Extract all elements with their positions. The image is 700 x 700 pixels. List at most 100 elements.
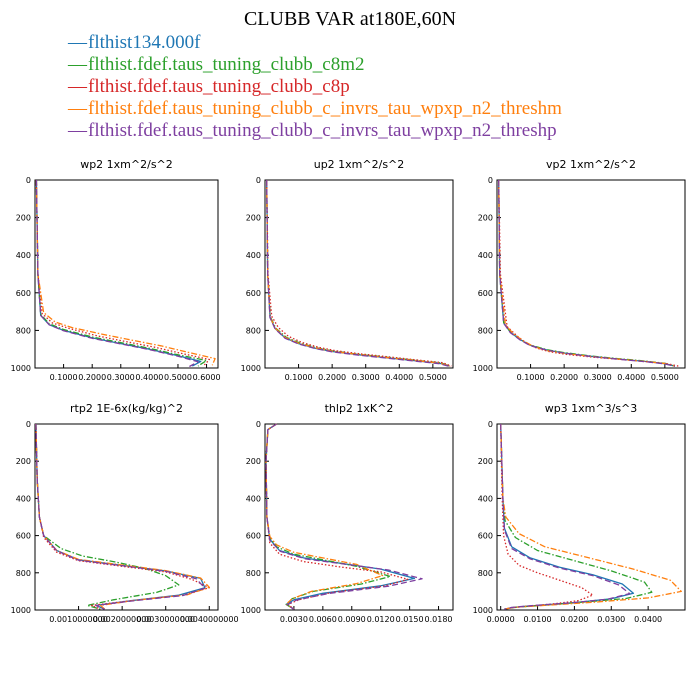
x-tick-label: 0.2000 [318, 373, 346, 382]
plot-frame [496, 423, 686, 611]
x-tick-label: 0.0090 [338, 615, 366, 624]
legend-label: flthist.fdef.taus_tuning_clubb_c8p [88, 76, 350, 97]
x-tick-label: 0.0010000000 [49, 615, 108, 624]
legend-entry: —flthist.fdef.taus_tuning_clubb_c_invrs_… [68, 120, 562, 142]
y-tick-label: 200 [478, 214, 493, 223]
x-tick-label: 0.1000 [285, 373, 313, 382]
y-tick-label: 800 [16, 326, 31, 335]
series-line [498, 179, 676, 367]
figure-title: CLUBB VAR at180E,60N [243, 8, 457, 30]
series-line [266, 179, 450, 367]
y-tick-label: 0 [26, 176, 31, 185]
series-line [498, 179, 679, 367]
legend-entry: —flthist134.000f [68, 32, 562, 54]
x-tick-label: 0.0000 [487, 615, 515, 624]
x-tick-label: 0.0400 [634, 615, 662, 624]
y-tick-label: 400 [16, 494, 31, 503]
series-line [35, 179, 208, 367]
series-line [35, 423, 206, 610]
series-line [266, 179, 450, 367]
legend-entry: —flthist.fdef.taus_tuning_clubb_c8m2 [68, 54, 562, 76]
x-tick-label: 0.0030 [280, 615, 308, 624]
series-line [265, 423, 423, 610]
y-tick-label: 800 [478, 326, 493, 335]
y-tick-label: 400 [478, 494, 493, 503]
x-tick-label: 0.0060 [309, 615, 337, 624]
series-line [265, 423, 384, 610]
x-tick-label: 0.0020000000 [93, 615, 152, 624]
y-tick-label: 800 [16, 569, 31, 578]
x-tick-label: 0.0120 [367, 615, 395, 624]
x-tick-label: 0.0300 [597, 615, 625, 624]
x-tick-label: 0.0150 [396, 615, 424, 624]
series-line [35, 423, 180, 610]
series-line [500, 423, 653, 610]
panel-title: thlp2 1xK^2 [325, 402, 394, 415]
y-tick-label: 600 [246, 532, 261, 541]
x-tick-label: 0.1000 [517, 373, 545, 382]
legend-label: flthist.fdef.taus_tuning_clubb_c_invrs_t… [88, 98, 562, 119]
x-tick-label: 0.2000 [78, 373, 106, 382]
plot-frame [34, 423, 219, 611]
legend-entry: —flthist.fdef.taus_tuning_clubb_c_invrs_… [68, 98, 562, 120]
series-line [35, 179, 202, 367]
x-tick-label: 0.3000 [584, 373, 612, 382]
series-line [500, 423, 594, 610]
panel-title: up2 1xm^2/s^2 [314, 158, 405, 171]
panel-title: wp3 1xm^3/s^3 [545, 402, 638, 415]
plot-frame [34, 179, 219, 369]
y-tick-label: 200 [478, 457, 493, 466]
y-tick-label: 0 [488, 420, 493, 429]
x-tick-label: 0.4000 [135, 373, 163, 382]
plot-frame [264, 423, 454, 611]
plot-frame [496, 179, 686, 369]
series-line [266, 179, 450, 367]
y-tick-label: 1000 [473, 606, 493, 615]
x-tick-label: 0.5000 [164, 373, 192, 382]
series-line [35, 179, 199, 368]
x-tick-label: 0.5000 [419, 373, 447, 382]
y-tick-label: 200 [16, 214, 31, 223]
x-tick-label: 0.0030000000 [136, 615, 195, 624]
y-tick-label: 200 [16, 457, 31, 466]
x-tick-label: 0.4000 [385, 373, 413, 382]
series-line [498, 179, 676, 367]
x-tick-label: 0.0180 [425, 615, 453, 624]
series-line [35, 423, 206, 610]
y-tick-label: 0 [256, 420, 261, 429]
y-tick-label: 600 [16, 289, 31, 298]
y-tick-label: 1000 [473, 364, 493, 373]
x-tick-label: 0.5000 [651, 373, 679, 382]
legend: —flthist134.000f —flthist.fdef.taus_tuni… [68, 32, 562, 142]
panel-title: rtp2 1E-6x(kg/kg)^2 [70, 402, 183, 415]
y-tick-label: 800 [246, 569, 261, 578]
series-line [498, 179, 676, 367]
y-tick-label: 200 [246, 214, 261, 223]
y-tick-label: 0 [488, 176, 493, 185]
y-tick-label: 1000 [11, 364, 31, 373]
y-tick-label: 400 [16, 251, 31, 260]
x-tick-label: 0.1000 [50, 373, 78, 382]
series-line [35, 423, 210, 610]
y-tick-label: 800 [246, 326, 261, 335]
y-tick-label: 600 [478, 532, 493, 541]
y-tick-label: 400 [246, 494, 261, 503]
y-tick-label: 400 [246, 251, 261, 260]
y-tick-label: 0 [256, 176, 261, 185]
series-line [35, 423, 210, 610]
series-line [498, 179, 676, 367]
series-line [265, 423, 409, 610]
series-line [266, 179, 450, 368]
panel-title: wp2 1xm^2/s^2 [80, 158, 173, 171]
x-tick-label: 0.0200 [560, 615, 588, 624]
y-tick-label: 800 [478, 569, 493, 578]
legend-entry: —flthist.fdef.taus_tuning_clubb_c8p [68, 76, 562, 98]
y-tick-label: 400 [478, 251, 493, 260]
plot-frame [264, 179, 454, 369]
x-tick-label: 0.3000 [352, 373, 380, 382]
series-line [500, 423, 635, 610]
legend-label: flthist.fdef.taus_tuning_clubb_c8m2 [88, 54, 365, 75]
legend-label: flthist134.000f [88, 32, 201, 53]
y-tick-label: 0 [26, 420, 31, 429]
